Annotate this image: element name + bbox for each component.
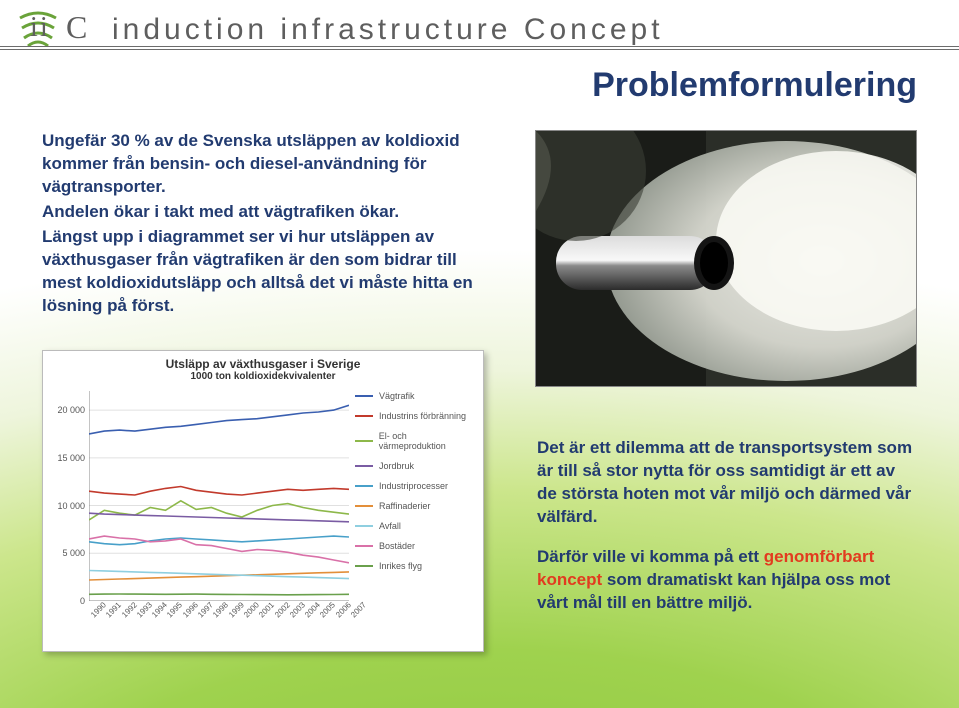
x-tick: 2003 (288, 600, 307, 619)
legend-item: Vägtrafik (355, 391, 475, 401)
x-tick: 1991 (104, 600, 123, 619)
legend-label: Industrins förbränning (379, 411, 466, 421)
chart-title-main: Utsläpp av växthusgaser i Sverige (166, 357, 361, 371)
chart-x-axis: 1990199119921993199419951996199719981999… (89, 609, 349, 639)
legend-swatch (355, 545, 373, 547)
exhaust-photo (535, 130, 917, 387)
x-tick: 2005 (318, 600, 337, 619)
x-tick: 1990 (89, 600, 108, 619)
legend-swatch (355, 525, 373, 527)
x-tick: 1998 (211, 600, 230, 619)
chart-title-sub: 1000 ton koldioxidekvivalenter (43, 371, 483, 382)
x-tick: 1999 (227, 600, 246, 619)
legend-swatch (355, 440, 373, 442)
legend-swatch (355, 395, 373, 397)
legend-swatch (355, 485, 373, 487)
legend-item: Inrikes flyg (355, 561, 475, 571)
y-tick: 10 000 (57, 501, 85, 511)
legend-item: Bostäder (355, 541, 475, 551)
callout-p1: Det är ett dilemma att de transportsyste… (537, 437, 917, 529)
x-tick: 1992 (120, 600, 139, 619)
chart-plot-area (89, 391, 349, 601)
y-tick: 0 (80, 596, 85, 606)
chart-y-axis: 05 00010 00015 00020 000 (49, 391, 87, 601)
legend-label: Inrikes flyg (379, 561, 422, 571)
emissions-chart: Utsläpp av växthusgaser i Sverige 1000 t… (42, 350, 484, 652)
legend-item: Industriprocesser (355, 481, 475, 491)
legend-label: Raffinaderier (379, 501, 430, 511)
legend-swatch (355, 415, 373, 417)
legend-label: Bostäder (379, 541, 415, 551)
legend-item: El- och värmeproduktion (355, 431, 475, 451)
x-tick: 2007 (349, 600, 368, 619)
header-rule (0, 46, 959, 52)
logo-abbrev-i2: i (40, 12, 48, 43)
legend-label: Industriprocesser (379, 481, 448, 491)
x-tick: 2002 (273, 600, 292, 619)
legend-swatch (355, 565, 373, 567)
legend-swatch (355, 465, 373, 467)
x-tick: 2001 (257, 600, 276, 619)
legend-label: Avfall (379, 521, 401, 531)
x-tick: 2006 (334, 600, 353, 619)
y-tick: 15 000 (57, 453, 85, 463)
legend-item: Raffinaderier (355, 501, 475, 511)
legend-item: Jordbruk (355, 461, 475, 471)
legend-label: Vägtrafik (379, 391, 415, 401)
intro-text: Ungefär 30 % av de Svenska utsläppen av … (42, 130, 482, 320)
chart-lines (89, 391, 349, 601)
logo-abbrev-i: i (30, 12, 38, 43)
page-title: Problemformulering (592, 66, 917, 105)
intro-p1: Ungefär 30 % av de Svenska utsläppen av … (42, 130, 482, 199)
logo-full-text: induction infrastructure Concept (112, 13, 664, 47)
chart-legend: Vägtrafik Industrins förbränning El- och v… (355, 391, 475, 581)
callout-p2: Därför ville vi komma på ett genomförbar… (537, 546, 917, 615)
x-tick: 1993 (135, 600, 154, 619)
intro-p3: Längst upp i diagrammet ser vi hur utslä… (42, 226, 482, 318)
callout-text: Det är ett dilemma att de transportsyste… (537, 420, 917, 632)
x-tick: 1996 (181, 600, 200, 619)
y-tick: 20 000 (57, 405, 85, 415)
intro-p2: Andelen ökar i takt med att vägtrafiken … (42, 201, 482, 224)
legend-label: El- och värmeproduktion (379, 431, 475, 451)
x-tick: 2000 (242, 600, 261, 619)
callout-p2a: Därför ville vi komma på ett (537, 547, 764, 566)
legend-item: Industrins förbränning (355, 411, 475, 421)
legend-item: Avfall (355, 521, 475, 531)
legend-label: Jordbruk (379, 461, 414, 471)
chart-title: Utsläpp av växthusgaser i Sverige 1000 t… (43, 357, 483, 382)
y-tick: 5 000 (62, 548, 85, 558)
logo-abbrev-c: C (66, 9, 87, 45)
slide: i i C induction infrastructure Concept P… (0, 0, 959, 708)
x-tick: 1995 (165, 600, 184, 619)
legend-swatch (355, 505, 373, 507)
